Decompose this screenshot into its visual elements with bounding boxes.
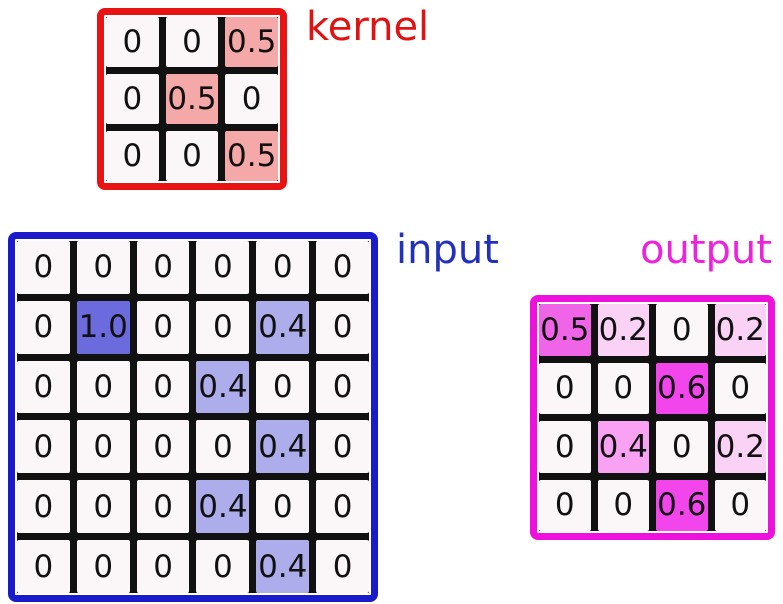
kernel-label: kernel <box>306 4 430 50</box>
kernel-grid-frame: 0 0 0.5 0 0.5 0 0 0 0.5 <box>97 8 287 190</box>
input-cell-r6-c4: 0 <box>196 540 250 593</box>
input-cell-r4-c5: 0.4 <box>256 420 310 474</box>
input-cell-r2-c5: 0.4 <box>256 300 310 354</box>
input-cell-r1-c6: 0 <box>316 241 369 294</box>
input-grid-frame: 0 0 0 0 0 0 0 1.0 0 0 0.4 0 0 0 0 0.4 0 0 0 0 0 0 0.4 0 0 0 0 0.4 0 0… <box>8 232 378 602</box>
input-cell-r2-c2: 1.0 <box>76 300 130 354</box>
input-cell-r1-c1: 0 <box>17 241 70 294</box>
kernel-cell-r2-c3: 0 <box>225 74 278 124</box>
input-grid: 0 0 0 0 0 0 0 1.0 0 0 0.4 0 0 0 0 0.4 0 0 0 0 0 0 0.4 0 0 0 0 0.4 0 0… <box>17 241 369 593</box>
input-cell-r3-c5: 0 <box>256 360 310 414</box>
output-label: output <box>640 227 772 273</box>
input-cell-r5-c6: 0 <box>316 480 369 534</box>
kernel-cell-r1-c1: 0 <box>106 17 159 67</box>
input-cell-r4-c4: 0 <box>196 420 250 474</box>
output-cell-r1-c2: 0.2 <box>597 304 649 356</box>
input-cell-r5-c1: 0 <box>17 480 70 534</box>
output-cell-r2-c4: 0 <box>714 362 766 414</box>
input-cell-r5-c4: 0.4 <box>196 480 250 534</box>
output-cell-r3-c1: 0 <box>539 421 591 473</box>
output-cell-r3-c2: 0.4 <box>597 421 649 473</box>
kernel-grid: 0 0 0.5 0 0.5 0 0 0 0.5 <box>106 17 278 181</box>
input-cell-r6-c6: 0 <box>316 540 369 593</box>
kernel-cell-r3-c1: 0 <box>106 131 159 181</box>
output-cell-r3-c3: 0 <box>656 421 708 473</box>
output-cell-r4-c3: 0.6 <box>656 479 708 531</box>
output-cell-r4-c4: 0 <box>714 479 766 531</box>
input-cell-r6-c1: 0 <box>17 540 70 593</box>
input-cell-r4-c6: 0 <box>316 420 369 474</box>
input-cell-r3-c2: 0 <box>76 360 130 414</box>
output-grid: 0.5 0.2 0 0.2 0 0 0.6 0 0 0.4 0 0.2 0 0 0.6 0 <box>539 304 766 531</box>
input-label: input <box>396 227 499 273</box>
output-grid-frame: 0.5 0.2 0 0.2 0 0 0.6 0 0 0.4 0 0.2 0 0 0.6 0 <box>530 295 775 540</box>
kernel-cell-r2-c1: 0 <box>106 74 159 124</box>
input-cell-r3-c3: 0 <box>136 360 190 414</box>
kernel-cell-r3-c3: 0.5 <box>225 131 278 181</box>
input-cell-r1-c2: 0 <box>76 241 130 294</box>
output-cell-r4-c1: 0 <box>539 479 591 531</box>
output-cell-r2-c1: 0 <box>539 362 591 414</box>
output-cell-r2-c2: 0 <box>597 362 649 414</box>
input-cell-r1-c4: 0 <box>196 241 250 294</box>
input-cell-r2-c3: 0 <box>136 300 190 354</box>
input-cell-r6-c3: 0 <box>136 540 190 593</box>
input-cell-r6-c2: 0 <box>76 540 130 593</box>
output-cell-r1-c1: 0.5 <box>539 304 591 356</box>
kernel-cell-r2-c2: 0.5 <box>165 74 219 124</box>
input-cell-r5-c5: 0 <box>256 480 310 534</box>
kernel-cell-r1-c2: 0 <box>165 17 219 67</box>
output-cell-r3-c4: 0.2 <box>714 421 766 473</box>
input-cell-r2-c4: 0 <box>196 300 250 354</box>
input-cell-r1-c5: 0 <box>256 241 310 294</box>
input-cell-r4-c1: 0 <box>17 420 70 474</box>
input-cell-r4-c2: 0 <box>76 420 130 474</box>
input-cell-r6-c5: 0.4 <box>256 540 310 593</box>
output-cell-r4-c2: 0 <box>597 479 649 531</box>
kernel-cell-r1-c3: 0.5 <box>225 17 278 67</box>
input-cell-r3-c4: 0.4 <box>196 360 250 414</box>
input-cell-r1-c3: 0 <box>136 241 190 294</box>
kernel-cell-r3-c2: 0 <box>165 131 219 181</box>
output-cell-r1-c4: 0.2 <box>714 304 766 356</box>
input-cell-r2-c6: 0 <box>316 300 369 354</box>
input-cell-r5-c2: 0 <box>76 480 130 534</box>
input-cell-r5-c3: 0 <box>136 480 190 534</box>
output-cell-r1-c3: 0 <box>656 304 708 356</box>
input-cell-r3-c6: 0 <box>316 360 369 414</box>
output-cell-r2-c3: 0.6 <box>656 362 708 414</box>
input-cell-r2-c1: 0 <box>17 300 70 354</box>
input-cell-r4-c3: 0 <box>136 420 190 474</box>
input-cell-r3-c1: 0 <box>17 360 70 414</box>
